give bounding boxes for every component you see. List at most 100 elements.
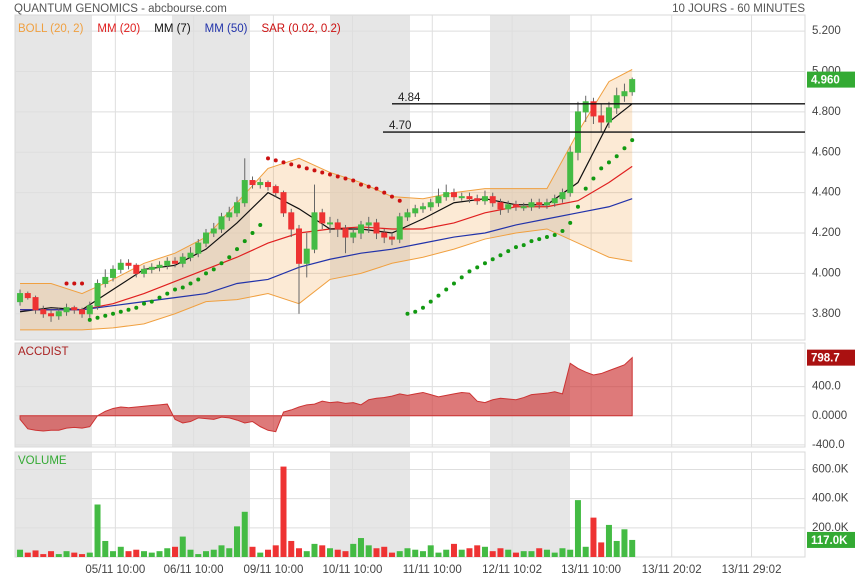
volume-bar xyxy=(94,504,101,557)
last-value-label: 4.960 xyxy=(811,75,840,87)
sar-dot xyxy=(467,269,472,274)
volume-bar xyxy=(156,551,163,557)
sar-dot xyxy=(529,239,534,244)
sar-dot xyxy=(622,146,627,151)
sar-dot xyxy=(72,281,77,286)
sar-dot xyxy=(80,281,85,286)
candle-body xyxy=(148,266,155,270)
volume-bar xyxy=(458,549,465,557)
sar-dot xyxy=(389,194,394,199)
sar-dot xyxy=(630,138,635,143)
candle-body xyxy=(218,216,225,230)
sar-dot xyxy=(327,172,332,177)
volume-bar xyxy=(71,552,78,557)
legend-entry: SAR (0.02, 0.2) xyxy=(261,23,340,35)
candle-body xyxy=(133,264,140,274)
candle-body xyxy=(303,248,310,264)
sar-dot xyxy=(358,182,363,187)
volume-bar xyxy=(466,548,473,557)
volume-bar xyxy=(148,552,155,557)
volume-bar xyxy=(249,546,256,557)
sar-dot xyxy=(196,277,201,282)
sar-dot xyxy=(583,186,588,191)
candle-body xyxy=(342,228,349,238)
volume-bar xyxy=(110,551,117,557)
candle-body xyxy=(419,206,426,210)
volume-bar xyxy=(288,540,295,557)
sar-dot xyxy=(111,311,116,316)
volume-bar xyxy=(133,549,140,557)
panel-title: VOLUME xyxy=(18,455,67,467)
y-tick-label: 200.0K xyxy=(812,522,849,534)
candle-body xyxy=(551,198,558,204)
panel-title: ACCDIST xyxy=(18,346,68,358)
volume-bar xyxy=(505,549,512,557)
sar-dot xyxy=(250,231,255,236)
volume-bar xyxy=(117,546,124,557)
candle-body xyxy=(172,260,179,264)
chart-title: QUANTUM GENOMICS - abcbourse.com xyxy=(14,3,227,15)
x-tick-label: 05/11 10:00 xyxy=(85,564,145,576)
y-tick-label: 4.400 xyxy=(812,187,841,199)
sar-dot xyxy=(382,190,387,195)
session-band xyxy=(330,15,410,340)
candle-body xyxy=(334,222,341,230)
candle-body xyxy=(474,198,481,202)
volume-bar xyxy=(63,551,70,557)
sar-dot xyxy=(126,307,131,312)
volume-bar xyxy=(319,545,326,557)
band-fill xyxy=(20,69,633,330)
sar-dot xyxy=(606,160,611,165)
candle-body xyxy=(357,224,364,234)
candle-body xyxy=(63,307,70,313)
y-tick-label: 0.0000 xyxy=(812,410,847,422)
volume-bar xyxy=(497,548,504,557)
candle-body xyxy=(156,264,163,268)
candle-body xyxy=(326,222,333,225)
volume-bar xyxy=(218,545,225,557)
candle-body xyxy=(272,186,279,194)
candle-body xyxy=(536,202,543,206)
volume-bar xyxy=(373,548,380,557)
candle-body xyxy=(48,313,55,317)
x-tick-label: 13/11 29:02 xyxy=(722,564,782,576)
candle-body xyxy=(164,260,171,266)
sar-dot xyxy=(227,255,232,260)
sar-dot xyxy=(599,166,604,171)
sar-dot xyxy=(304,166,309,171)
candle-body xyxy=(319,212,326,224)
sar-dot xyxy=(374,186,379,191)
panel-frame xyxy=(14,14,806,341)
volume-bar xyxy=(520,551,527,557)
candle-body xyxy=(497,202,504,210)
sar-dot xyxy=(552,233,557,238)
sar-dot xyxy=(459,275,464,280)
sar-dot xyxy=(537,237,542,242)
y-tick-label: 4.000 xyxy=(812,267,841,279)
sar-dot xyxy=(420,305,425,310)
sar-dot xyxy=(343,176,348,181)
volume-bar xyxy=(179,536,186,557)
period-label: 10 JOURS - 60 MINUTES xyxy=(672,3,805,15)
sar-dot xyxy=(180,285,185,290)
y-tick-label: 600.0K xyxy=(812,464,849,476)
volume-bar xyxy=(187,549,194,557)
moving-average xyxy=(20,198,633,311)
sar-dot xyxy=(149,299,154,304)
panel-frame xyxy=(14,342,806,448)
legend-entry: BOLL (20, 2) xyxy=(18,23,84,35)
session-band xyxy=(15,15,92,340)
volume-bar xyxy=(621,529,628,557)
volume-bar xyxy=(265,549,272,557)
band-upper xyxy=(20,69,633,295)
sar-dot xyxy=(258,222,263,227)
volume-bar xyxy=(164,548,171,557)
volume-bar xyxy=(427,545,434,557)
candle-body xyxy=(458,196,465,199)
sar-dot xyxy=(521,243,526,248)
session-band xyxy=(330,452,410,557)
volume-bar xyxy=(419,551,426,557)
volume-bar xyxy=(536,548,543,557)
volume-bar xyxy=(396,551,403,557)
volume-bar xyxy=(435,552,442,557)
